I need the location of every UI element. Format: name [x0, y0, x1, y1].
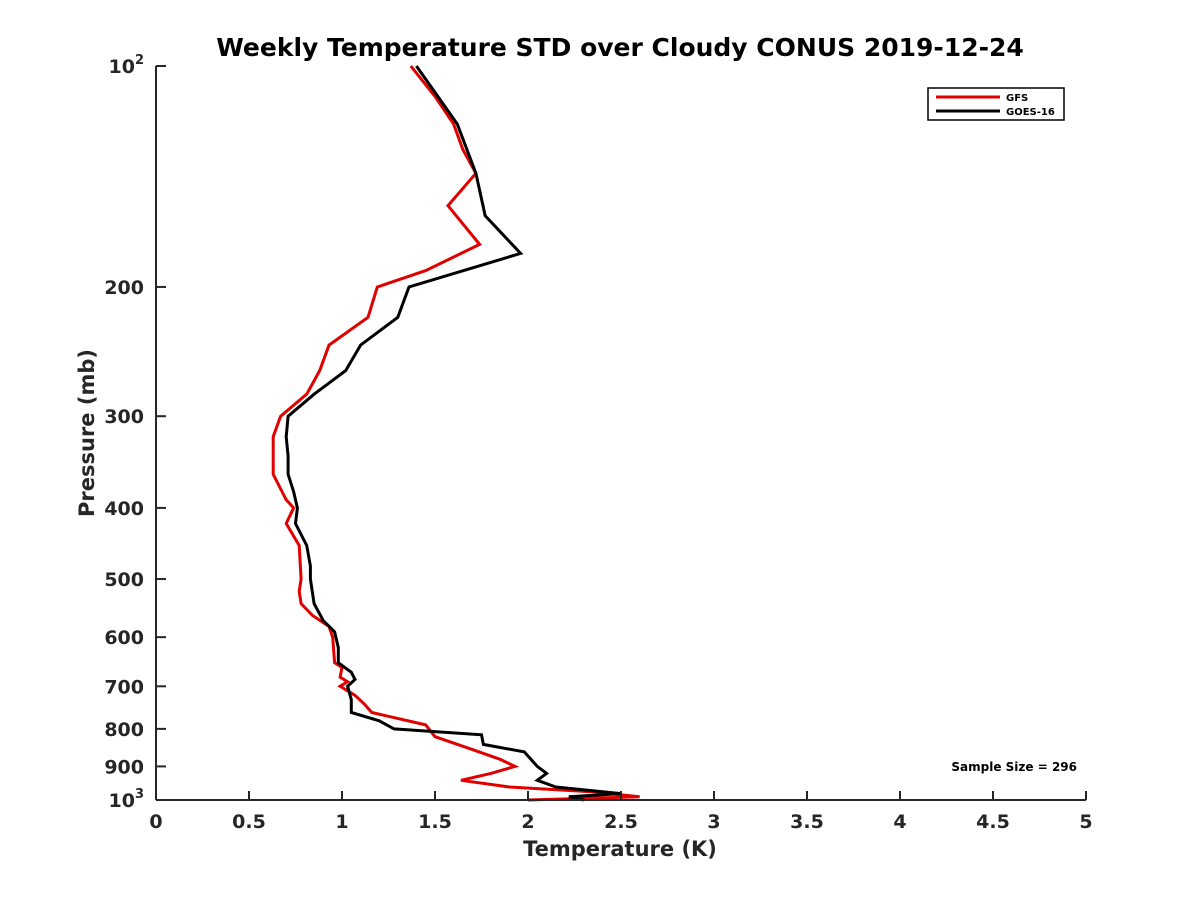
series-line-gfs	[271, 65, 640, 802]
legend: GFS GOES-16	[927, 87, 1065, 121]
series-line-goes-16	[284, 65, 622, 802]
y-tick-label: 102	[109, 53, 145, 78]
legend-entries: GFS GOES-16	[936, 93, 1055, 118]
y-tick-label: 300	[104, 406, 144, 428]
y-axis-label: Pressure (mb)	[75, 349, 99, 517]
chart-title: Weekly Temperature STD over Cloudy CONUS…	[216, 33, 1024, 62]
y-axis-ticks: 102 200 300 400 500 600 700 800 900 103	[104, 53, 166, 812]
x-tick-label: 3	[707, 811, 720, 833]
y-tick-label: 700	[104, 676, 144, 698]
x-tick-label: 4	[893, 811, 906, 833]
x-axis-label: Temperature (K)	[523, 837, 717, 861]
sample-size-annotation: Sample Size = 296	[951, 760, 1077, 774]
x-tick-label: 0	[149, 811, 162, 833]
x-tick-label: 5	[1079, 811, 1092, 833]
x-tick-label: 2.5	[604, 811, 638, 833]
y-tick-label: 500	[104, 569, 144, 591]
y-tick-label: 400	[104, 498, 144, 520]
y-tick-label: 600	[104, 627, 144, 649]
x-tick-label: 3.5	[790, 811, 824, 833]
x-axis-ticks: 0 0.5 1 1.5 2 2.5 3 3.5 4 4.5 5	[149, 791, 1093, 833]
legend-box	[927, 87, 1065, 121]
x-tick-label: 4.5	[976, 811, 1010, 833]
legend-label: GFS	[1006, 93, 1028, 104]
x-tick-label: 0.5	[232, 811, 266, 833]
series-layer	[271, 65, 640, 802]
y-tick-label: 200	[104, 277, 144, 299]
plot-area: 0 0.5 1 1.5 2 2.5 3 3.5 4 4.5 5 102 200 300 400 500 600…	[104, 53, 1092, 833]
y-tick-label: 103	[109, 787, 145, 812]
x-tick-label: 1	[335, 811, 348, 833]
legend-label: GOES-16	[1006, 107, 1055, 118]
y-tick-label: 900	[104, 756, 144, 778]
x-tick-label: 1.5	[418, 811, 452, 833]
y-tick-label: 800	[104, 719, 144, 741]
x-tick-label: 2	[521, 811, 534, 833]
